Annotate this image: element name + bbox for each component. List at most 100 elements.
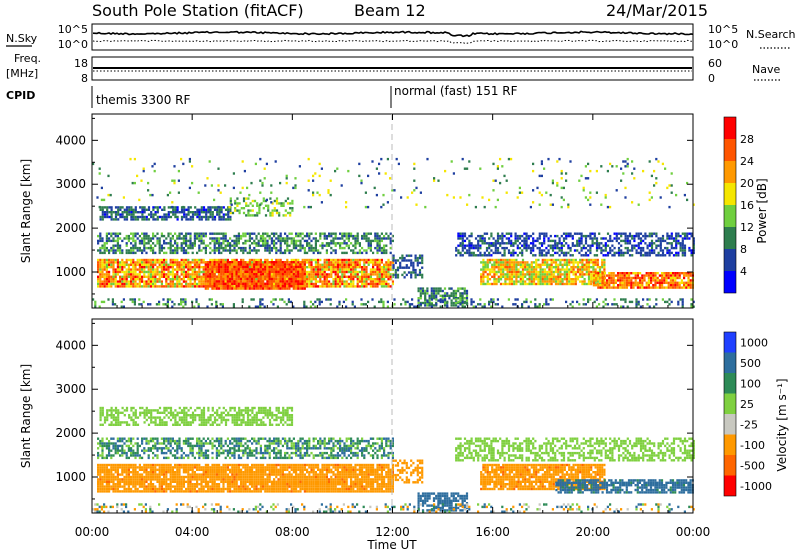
data-cell: [443, 292, 447, 295]
data-cell: [499, 244, 502, 247]
data-cell: [180, 242, 183, 245]
data-cell: [193, 263, 196, 266]
data-cell: [350, 258, 353, 262]
data-cell: [242, 246, 245, 250]
data-cell: [200, 237, 203, 240]
data-cell: [132, 249, 135, 252]
data-cell: [412, 264, 415, 267]
data-cell: [248, 249, 251, 252]
data-cell: [635, 249, 638, 252]
data-cell: [303, 268, 306, 271]
data-cell: [532, 280, 536, 283]
data-cell: [182, 270, 185, 274]
data-cell: [233, 280, 236, 283]
data-cell: [200, 258, 203, 262]
data-cell: [407, 259, 411, 262]
data-cell: [255, 258, 258, 262]
data-cell: [541, 268, 544, 271]
data-cell: [266, 282, 269, 285]
data-cell: [286, 246, 289, 250]
data-cell: [361, 234, 364, 238]
data-cell: [321, 285, 324, 288]
data-cell: [198, 285, 201, 288]
data-cell: [547, 303, 550, 306]
data-cell: [367, 300, 370, 304]
data-cell: [152, 242, 155, 245]
data-cell: [369, 278, 372, 281]
data-cell: [312, 246, 315, 250]
data-cell: [258, 207, 261, 210]
data-cell: [554, 234, 557, 238]
data-cell: [233, 277, 236, 281]
data-cell: [675, 242, 678, 245]
data-cell: [103, 280, 106, 283]
data-cell: [524, 273, 527, 276]
data-cell: [480, 275, 483, 278]
data-cell: [596, 280, 599, 283]
data-cell: [645, 284, 648, 287]
data-cell: [120, 305, 123, 308]
data-cell: [626, 237, 629, 240]
data-cell: [530, 273, 533, 276]
data-cell: [290, 237, 293, 240]
data-cell: [277, 270, 280, 273]
data-cell: [466, 249, 469, 252]
data-cell: [198, 249, 201, 252]
data-cell: [220, 277, 223, 281]
data-cell: [226, 244, 229, 247]
data-cell: [606, 244, 610, 247]
data-cell: [637, 234, 640, 238]
data-cell: [634, 274, 637, 277]
data-cell: [592, 263, 595, 266]
data-cell: [336, 275, 339, 278]
data-cell: [154, 285, 157, 288]
data-cell: [248, 232, 251, 235]
data-cell: [350, 273, 353, 276]
data-cell: [516, 239, 519, 243]
data-cell: [461, 254, 464, 257]
data-cell: [171, 278, 174, 281]
data-cell: [101, 258, 104, 262]
data-cell: [692, 242, 695, 245]
data-cell: [482, 268, 485, 271]
data-cell: [257, 244, 260, 247]
data-cell: [314, 249, 317, 252]
data-cell: [631, 234, 634, 238]
data-cell: [352, 234, 355, 238]
data-cell: [659, 246, 662, 250]
data-cell: [176, 244, 179, 247]
data-cell: [443, 294, 447, 297]
data-cell: [169, 237, 172, 240]
data-cell: [141, 263, 144, 266]
data-cell: [347, 261, 350, 264]
data-cell: [292, 277, 295, 281]
data-cell: [271, 209, 274, 212]
data-cell: [220, 263, 223, 266]
data-cell: [635, 244, 638, 247]
data-cell: [539, 275, 542, 278]
data-cell: [163, 261, 166, 264]
data-cell: [343, 263, 346, 266]
data-cell: [281, 270, 284, 273]
data-cell: [209, 215, 212, 219]
data-cell: [229, 242, 232, 245]
data-cell: [608, 274, 611, 277]
data-cell: [217, 277, 221, 281]
data-cell: [389, 242, 392, 245]
data-cell: [317, 270, 320, 274]
data-cell: [266, 285, 269, 288]
data-cell: [499, 258, 503, 262]
data-cell: [112, 266, 115, 269]
data-cell: [224, 232, 227, 235]
data-cell: [639, 249, 643, 252]
data-cell: [248, 234, 251, 238]
data-cell: [655, 303, 658, 306]
data-cell: [226, 265, 229, 269]
data-cell: [394, 273, 397, 277]
data-cell: [417, 305, 420, 308]
data-cell: [347, 246, 350, 250]
data-cell: [347, 270, 350, 274]
data-cell: [290, 285, 293, 288]
data-cell: [156, 237, 159, 240]
data-cell: [341, 232, 344, 235]
